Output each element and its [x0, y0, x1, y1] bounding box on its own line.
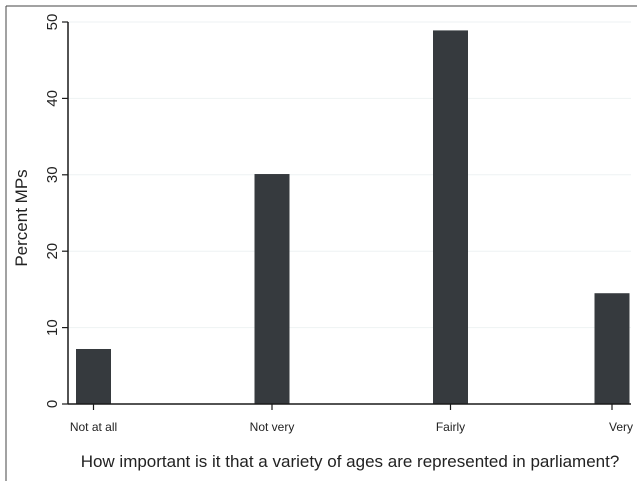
x-tick-label: Not at all	[70, 420, 117, 434]
x-tick-label: Fairly	[436, 420, 465, 434]
y-tick-label: 20	[44, 243, 61, 260]
bar-not-at-all	[76, 348, 111, 404]
y-tick-label: 10	[44, 319, 61, 336]
bar-very	[594, 293, 630, 404]
y-tick-label: 0	[44, 400, 61, 408]
bar-fairly	[433, 30, 468, 405]
y-tick-label: 50	[44, 14, 61, 31]
y-tick-label: 40	[44, 90, 61, 107]
y-axis-label: Percent MPs	[12, 169, 31, 266]
y-tick-label: 30	[44, 166, 61, 183]
x-tick-label: Not very	[250, 420, 295, 434]
x-axis-label: How important is it that a variety of ag…	[81, 452, 620, 471]
x-tick-label: Very	[609, 420, 633, 434]
bar-not-very	[254, 174, 290, 404]
